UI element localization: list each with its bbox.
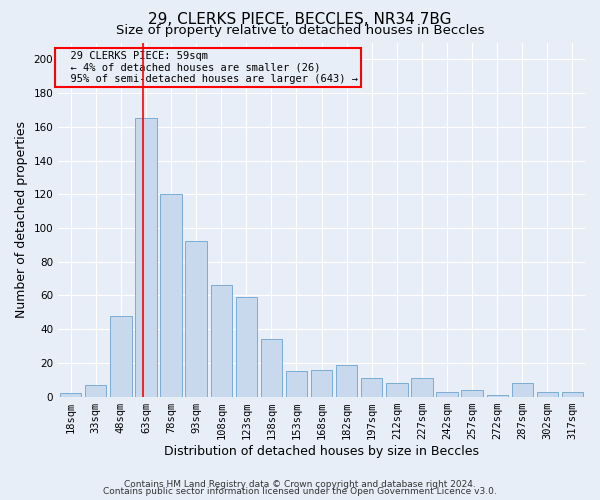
Bar: [185, 242, 207, 396]
Bar: [60, 393, 82, 396]
Text: 29, CLERKS PIECE, BECCLES, NR34 7BG: 29, CLERKS PIECE, BECCLES, NR34 7BG: [148, 12, 452, 28]
Bar: [286, 372, 307, 396]
Bar: [211, 286, 232, 397]
Text: 29 CLERKS PIECE: 59sqm
  ← 4% of detached houses are smaller (26)
  95% of semi-: 29 CLERKS PIECE: 59sqm ← 4% of detached …: [58, 51, 358, 84]
Text: Size of property relative to detached houses in Beccles: Size of property relative to detached ho…: [116, 24, 484, 37]
Bar: [85, 385, 106, 396]
Bar: [411, 378, 433, 396]
Text: Contains public sector information licensed under the Open Government Licence v3: Contains public sector information licen…: [103, 487, 497, 496]
Bar: [261, 340, 282, 396]
Y-axis label: Number of detached properties: Number of detached properties: [15, 121, 28, 318]
Bar: [136, 118, 157, 396]
Bar: [311, 370, 332, 396]
Bar: [361, 378, 382, 396]
Bar: [160, 194, 182, 396]
Bar: [236, 297, 257, 396]
X-axis label: Distribution of detached houses by size in Beccles: Distribution of detached houses by size …: [164, 444, 479, 458]
Bar: [537, 392, 558, 396]
Bar: [562, 392, 583, 396]
Bar: [512, 383, 533, 396]
Bar: [461, 390, 483, 396]
Bar: [487, 395, 508, 396]
Text: Contains HM Land Registry data © Crown copyright and database right 2024.: Contains HM Land Registry data © Crown c…: [124, 480, 476, 489]
Bar: [436, 392, 458, 396]
Bar: [336, 364, 358, 396]
Bar: [386, 383, 407, 396]
Bar: [110, 316, 131, 396]
